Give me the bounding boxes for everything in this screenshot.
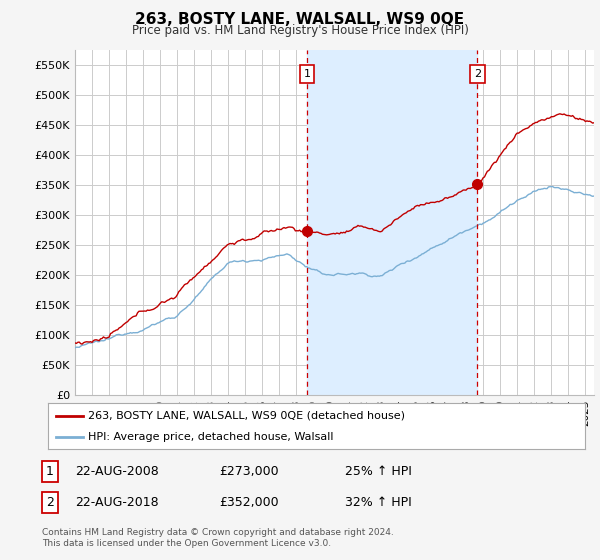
Text: 32% ↑ HPI: 32% ↑ HPI (345, 496, 412, 509)
Text: 263, BOSTY LANE, WALSALL, WS9 0QE (detached house): 263, BOSTY LANE, WALSALL, WS9 0QE (detac… (88, 410, 405, 421)
Text: 2: 2 (474, 69, 481, 80)
Text: £273,000: £273,000 (219, 465, 278, 478)
Bar (307, 50, 477, 395)
Text: Contains HM Land Registry data © Crown copyright and database right 2024.
This d: Contains HM Land Registry data © Crown c… (42, 528, 394, 548)
Text: 1: 1 (46, 465, 54, 478)
Text: 263, BOSTY LANE, WALSALL, WS9 0QE: 263, BOSTY LANE, WALSALL, WS9 0QE (136, 12, 464, 27)
Text: 22-AUG-2008: 22-AUG-2008 (75, 465, 159, 478)
Text: 22-AUG-2018: 22-AUG-2018 (75, 496, 158, 509)
Text: 25% ↑ HPI: 25% ↑ HPI (345, 465, 412, 478)
Text: 1: 1 (304, 69, 311, 80)
Text: HPI: Average price, detached house, Walsall: HPI: Average price, detached house, Wals… (88, 432, 334, 442)
Text: 2: 2 (46, 496, 54, 509)
Text: Price paid vs. HM Land Registry's House Price Index (HPI): Price paid vs. HM Land Registry's House … (131, 24, 469, 36)
Text: £352,000: £352,000 (219, 496, 278, 509)
